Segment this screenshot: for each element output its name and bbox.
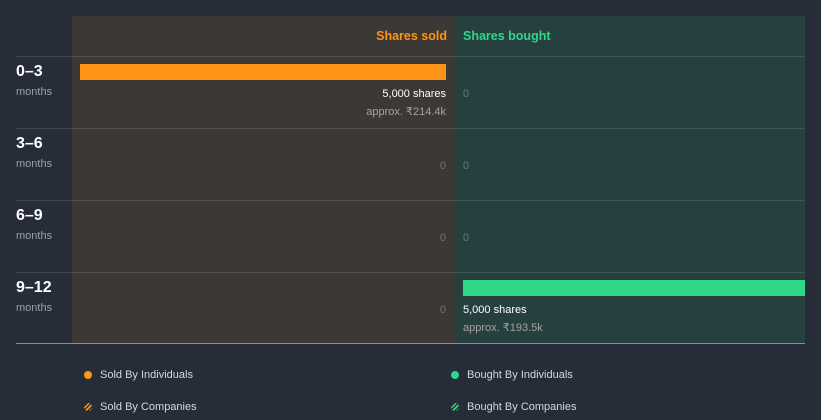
- row-label-3-6-months: 3–6 months: [16, 135, 52, 171]
- legend-label: Sold By Companies: [100, 401, 197, 413]
- row-divider: [16, 56, 805, 57]
- legend-label: Bought By Companies: [467, 401, 577, 413]
- row-divider: [16, 272, 805, 273]
- chart-baseline: [16, 343, 805, 344]
- sold-zero-value: 0: [439, 304, 446, 316]
- row-label-9-12-months: 9–12 months: [16, 279, 52, 315]
- legend-label: Sold By Individuals: [100, 369, 193, 381]
- bought-zero-value: 0: [463, 88, 470, 100]
- sold-approx-value: approx. ₹214.4k: [366, 106, 446, 118]
- row-unit: months: [16, 86, 53, 98]
- green-hatched-dot-icon: [451, 403, 459, 411]
- row-range: 9–12: [16, 279, 52, 296]
- sold-bar-0-3-months[interactable]: [80, 64, 446, 80]
- bought-approx-value: approx. ₹193.5k: [463, 322, 543, 334]
- row-divider: [16, 128, 805, 129]
- row-range: 0–3: [16, 63, 43, 80]
- row-label-6-9-months: 6–9 months: [16, 207, 52, 243]
- orange-hatched-dot-icon: [84, 403, 92, 411]
- bought-zero-value: 0: [463, 160, 470, 172]
- row-range: 3–6: [16, 135, 43, 152]
- bought-zero-value: 0: [463, 232, 470, 244]
- shares-sold-header: Shares sold: [376, 29, 447, 43]
- legend-sold-by-individuals[interactable]: Sold By Individuals: [84, 369, 193, 381]
- orange-dot-icon: [84, 371, 92, 379]
- row-divider: [16, 200, 805, 201]
- row-label-0-3-months: 0–3 months: [16, 63, 52, 99]
- sold-zero-value: 0: [439, 232, 446, 244]
- row-range: 6–9: [16, 207, 43, 224]
- bought-bar-9-12-months[interactable]: [463, 280, 805, 296]
- sold-zero-value: 0: [439, 160, 446, 172]
- sold-shares-value: 5,000 shares: [382, 88, 446, 100]
- row-unit: months: [16, 230, 53, 242]
- legend-sold-by-companies[interactable]: Sold By Companies: [84, 401, 197, 413]
- shares-bought-header: Shares bought: [463, 29, 551, 43]
- row-unit: months: [16, 158, 53, 170]
- legend-label: Bought By Individuals: [467, 369, 573, 381]
- bought-shares-value: 5,000 shares: [463, 304, 527, 316]
- row-unit: months: [16, 302, 53, 314]
- legend-bought-by-individuals[interactable]: Bought By Individuals: [451, 369, 573, 381]
- green-dot-icon: [451, 371, 459, 379]
- legend-bought-by-companies[interactable]: Bought By Companies: [451, 401, 576, 413]
